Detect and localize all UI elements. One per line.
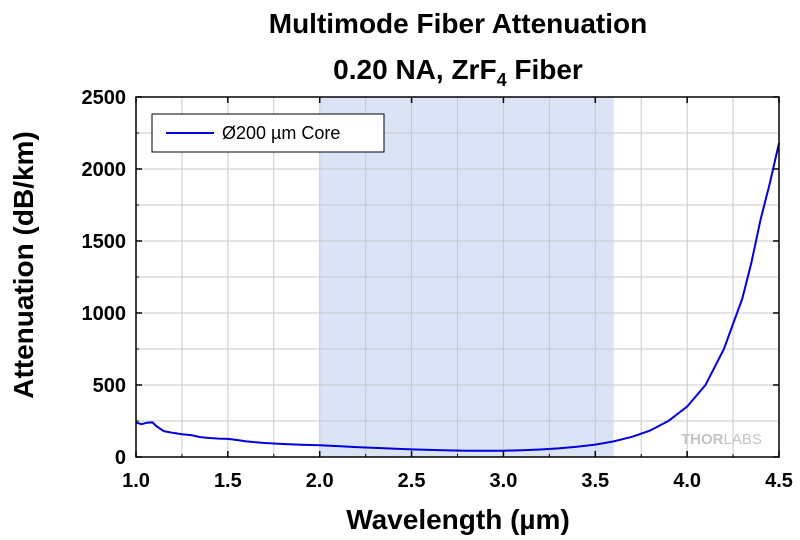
chart-title-line2: 0.20 NA, ZrF4 Fiber <box>333 54 583 90</box>
x-tick-label: 3.5 <box>581 470 609 492</box>
legend-label: Ø200 µm Core <box>222 123 340 143</box>
grid-layer <box>136 97 779 457</box>
watermark: THORLABS <box>681 431 762 448</box>
y-tick-label: 1000 <box>82 303 127 325</box>
y-tick-label: 0 <box>115 447 126 469</box>
x-tick-label: 2.5 <box>398 470 426 492</box>
series-line <box>135 142 780 452</box>
y-tick-label: 1500 <box>82 231 127 253</box>
watermark-labs: LABS <box>724 431 762 448</box>
chart-title-line2-suffix: Fiber <box>507 54 583 85</box>
y-tick-label: 2000 <box>82 159 127 181</box>
chart-title-line1: Multimode Fiber Attenuation <box>269 8 648 39</box>
chart-title-line2-subscript: 4 <box>497 70 507 90</box>
watermark-layer: THORLABS <box>681 431 762 448</box>
y-tick-label: 2500 <box>82 87 127 109</box>
legend: Ø200 µm Core <box>151 113 385 153</box>
series-layer <box>135 142 780 452</box>
x-tick-label: 4.5 <box>765 470 793 492</box>
x-tick-label: 4.0 <box>673 470 701 492</box>
x-tick-label: 2.0 <box>306 470 334 492</box>
y-axis-title: Attenuation (dB/km) <box>8 131 39 399</box>
tick-layer: 1.0 1.5 2.0 2.5 3.0 3.5 4.0 4.5 0 500 1000 1500 2000… <box>82 87 793 492</box>
x-tick-label: 1.0 <box>122 470 150 492</box>
x-tick-label: 3.0 <box>490 470 518 492</box>
chart-title-line2-prefix: 0.20 NA, ZrF <box>333 54 496 85</box>
y-tick-label: 500 <box>93 375 126 397</box>
watermark-thor: THOR <box>681 431 724 448</box>
x-axis-title: Wavelength (µm) <box>346 504 570 535</box>
x-tick-label: 1.5 <box>214 470 242 492</box>
